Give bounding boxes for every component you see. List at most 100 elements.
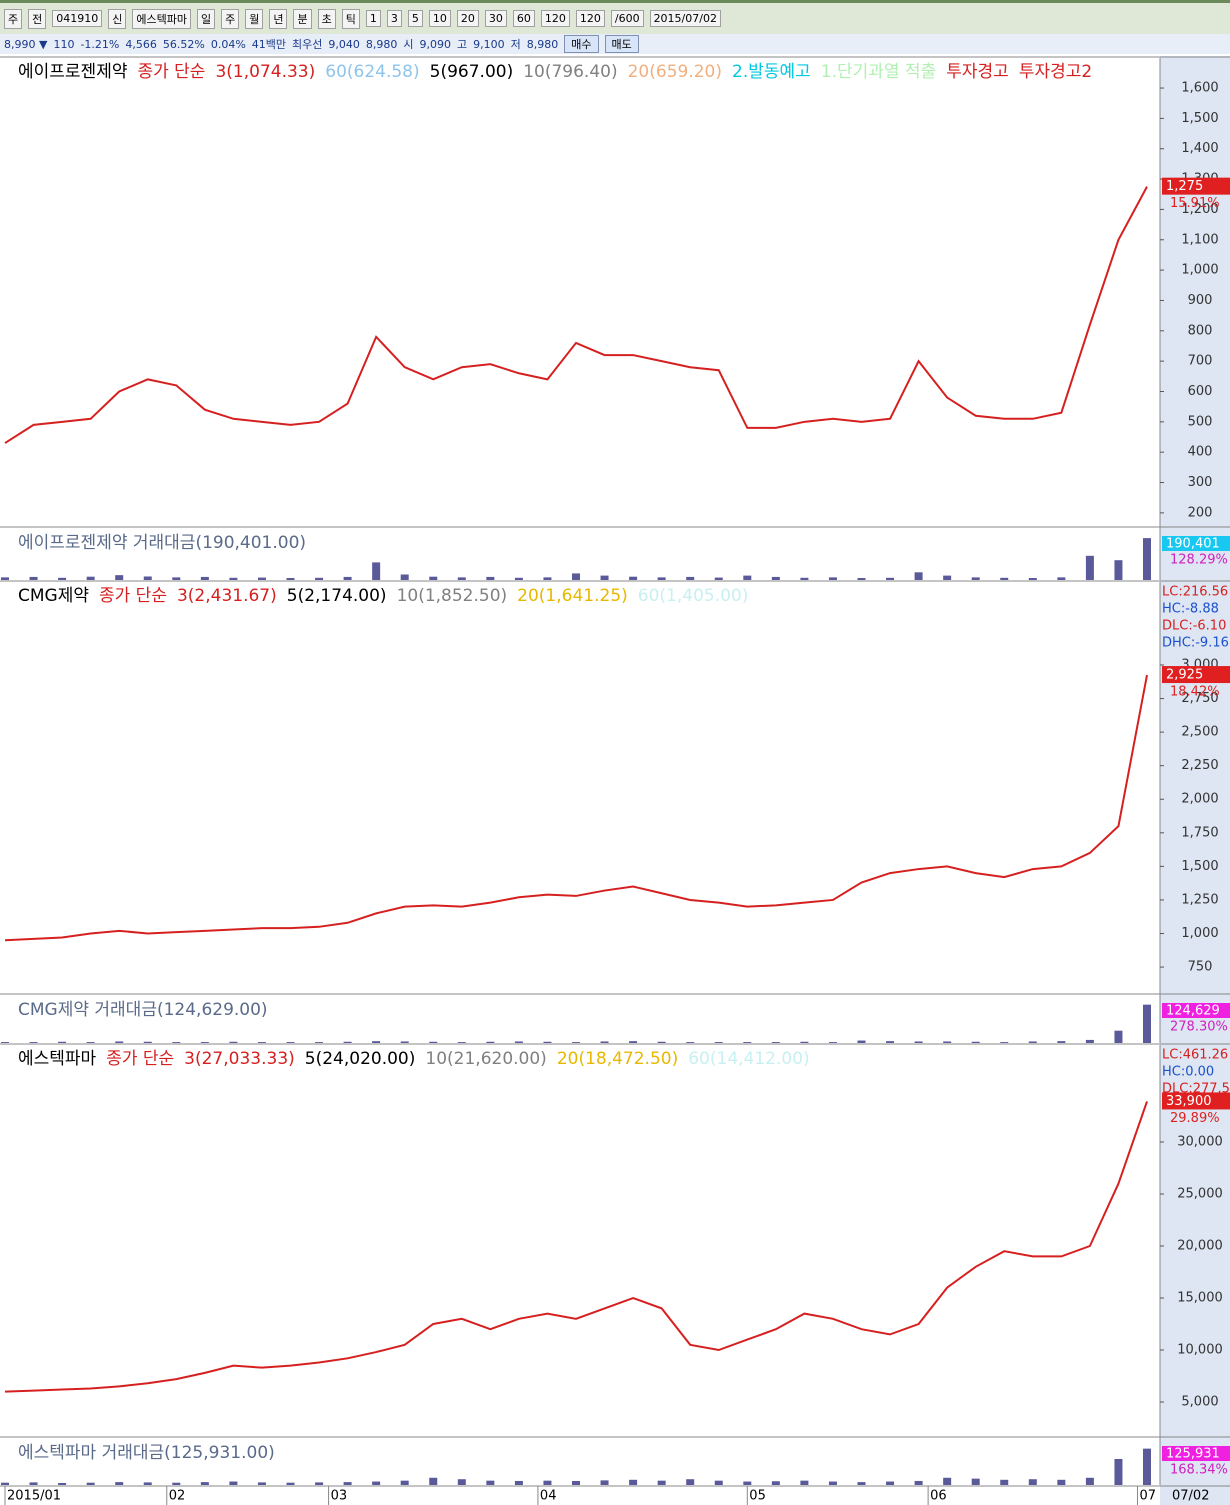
volume-bar	[1143, 1004, 1151, 1043]
legend-entry: 5(2,174.00)	[287, 586, 387, 606]
toolbar-item[interactable]: 60	[512, 10, 535, 27]
volume-bar	[315, 577, 324, 580]
legend-entry: 3(27,033.33)	[184, 1049, 295, 1069]
last-price-box	[1162, 1092, 1230, 1110]
volume-bar	[143, 1482, 152, 1485]
volume-bar	[1028, 1041, 1037, 1043]
toolbar-item[interactable]: 041910	[52, 10, 103, 27]
toolbar-item[interactable]: 30	[484, 10, 507, 27]
volume-bar	[1085, 555, 1094, 580]
volume-bar	[200, 1482, 209, 1485]
legend-entry: 투자경고	[946, 62, 1009, 82]
order-button[interactable]: 매수	[564, 35, 599, 53]
volume-last: 125,931	[1166, 1447, 1220, 1462]
volume-bar	[29, 1482, 38, 1485]
toolbar-item[interactable]: 신	[108, 8, 127, 29]
volume-bar	[229, 1481, 238, 1485]
quote-item: 시	[403, 38, 414, 51]
volume-bar	[1028, 578, 1037, 580]
volume-bar	[514, 577, 523, 580]
toolbar-item[interactable]: 전	[28, 8, 47, 29]
legend-entry: 10(1,852.50)	[397, 586, 508, 606]
volume-bar	[372, 1041, 381, 1043]
volume-bar	[686, 1479, 695, 1485]
toolbar-item[interactable]: /600	[610, 10, 644, 27]
volume-bar	[86, 1482, 95, 1485]
change-pct: 29.89%	[1170, 1111, 1220, 1126]
side-label: LC:216.56	[1162, 585, 1228, 600]
volume-bar	[914, 1041, 923, 1043]
volume-bar	[1, 1482, 9, 1485]
y-tick-label: 1,400	[1181, 141, 1218, 156]
volume-bar	[286, 578, 295, 580]
toolbar-item[interactable]: 년	[269, 8, 288, 29]
y-tick-label: 30,000	[1177, 1135, 1223, 1150]
volume-bar	[657, 577, 666, 580]
toolbar-item[interactable]: 2015/07/02	[649, 10, 721, 27]
y-tick-label: 1,500	[1181, 111, 1218, 126]
y-tick-label: 1,000	[1181, 263, 1218, 278]
volume-bar	[857, 578, 866, 580]
order-button[interactable]: 매도	[604, 35, 639, 53]
y-tick-label: 1,750	[1181, 825, 1218, 840]
volume-bar	[172, 577, 181, 580]
volume-bar	[257, 577, 266, 580]
toolbar-item[interactable]: 주	[221, 8, 240, 29]
legend-entry: 에스텍파마	[18, 1049, 97, 1069]
volume-bar	[343, 576, 352, 580]
volume-bar	[800, 577, 809, 580]
toolbar-item[interactable]: 초	[317, 8, 336, 29]
toolbar-item[interactable]: 에스텍파마	[132, 8, 191, 29]
volume-bar	[1000, 577, 1009, 580]
y-tick-label: 15,000	[1177, 1291, 1223, 1306]
toolbar-item[interactable]: 1	[365, 10, 381, 27]
toolbar-item[interactable]: 월	[245, 8, 264, 29]
volume-bar	[543, 577, 552, 580]
last-price-box	[1162, 177, 1230, 195]
volume-bar	[86, 1042, 95, 1043]
y-tick-label: 1,500	[1181, 859, 1218, 874]
toolbar-item[interactable]: 20	[456, 10, 479, 27]
toolbar-item[interactable]: 3	[386, 10, 402, 27]
volume-bar	[971, 577, 980, 580]
volume-bar	[629, 1041, 638, 1043]
volume-bar	[143, 1041, 152, 1043]
volume-bar	[172, 1482, 181, 1485]
y-tick-label: 1,200	[1181, 202, 1218, 217]
volume-bar	[971, 1478, 980, 1485]
y-tick-label: 5,000	[1181, 1395, 1218, 1410]
volume-change: 128.29%	[1170, 553, 1228, 568]
price-line	[4, 1101, 1148, 1393]
toolbar-item[interactable]: 120	[575, 10, 605, 27]
volume-bar	[286, 1042, 295, 1043]
volume-bar	[1114, 1030, 1123, 1043]
toolbar-item[interactable]: 일	[196, 8, 216, 29]
legend-entry: 10(796.40)	[523, 62, 617, 82]
volume-bar	[943, 1477, 952, 1485]
toolbar-item[interactable]: 5	[407, 10, 423, 27]
x-tick-label: 03	[331, 1489, 348, 1504]
volume-bar	[657, 1480, 666, 1485]
toolbar-item[interactable]: 120	[540, 10, 570, 27]
y-tick-label: 750	[1188, 960, 1213, 975]
volume-bar	[343, 1041, 352, 1043]
volume-bar	[400, 1480, 409, 1485]
y-tick-label: 2,500	[1181, 725, 1218, 740]
toolbar-item[interactable]: 주	[4, 8, 23, 29]
volume-bar	[457, 1479, 466, 1485]
legend-entry: 60(14,412.00)	[688, 1049, 809, 1069]
volume-bar	[1028, 1479, 1037, 1485]
toolbar-item[interactable]: 틱	[341, 8, 360, 29]
side-label: DLC:-6.10	[1162, 619, 1226, 634]
volume-bar	[486, 1480, 495, 1485]
volume-bar	[1000, 1479, 1009, 1485]
last-price: 33,900	[1166, 1094, 1212, 1109]
volume-bar	[1143, 1448, 1151, 1485]
toolbar-item[interactable]: 분	[293, 8, 312, 29]
legend-entry: 20(18,472.50)	[557, 1049, 678, 1069]
volume-bar	[1057, 577, 1066, 580]
toolbar-item[interactable]: 10	[428, 10, 451, 27]
legend-entry: 종가 단순	[99, 586, 167, 606]
volume-box	[1162, 1003, 1230, 1018]
legend: 에이프로젠제약 종가 단순 3(1,074.33) 60(624.58) 5(967.0…	[18, 62, 1092, 82]
